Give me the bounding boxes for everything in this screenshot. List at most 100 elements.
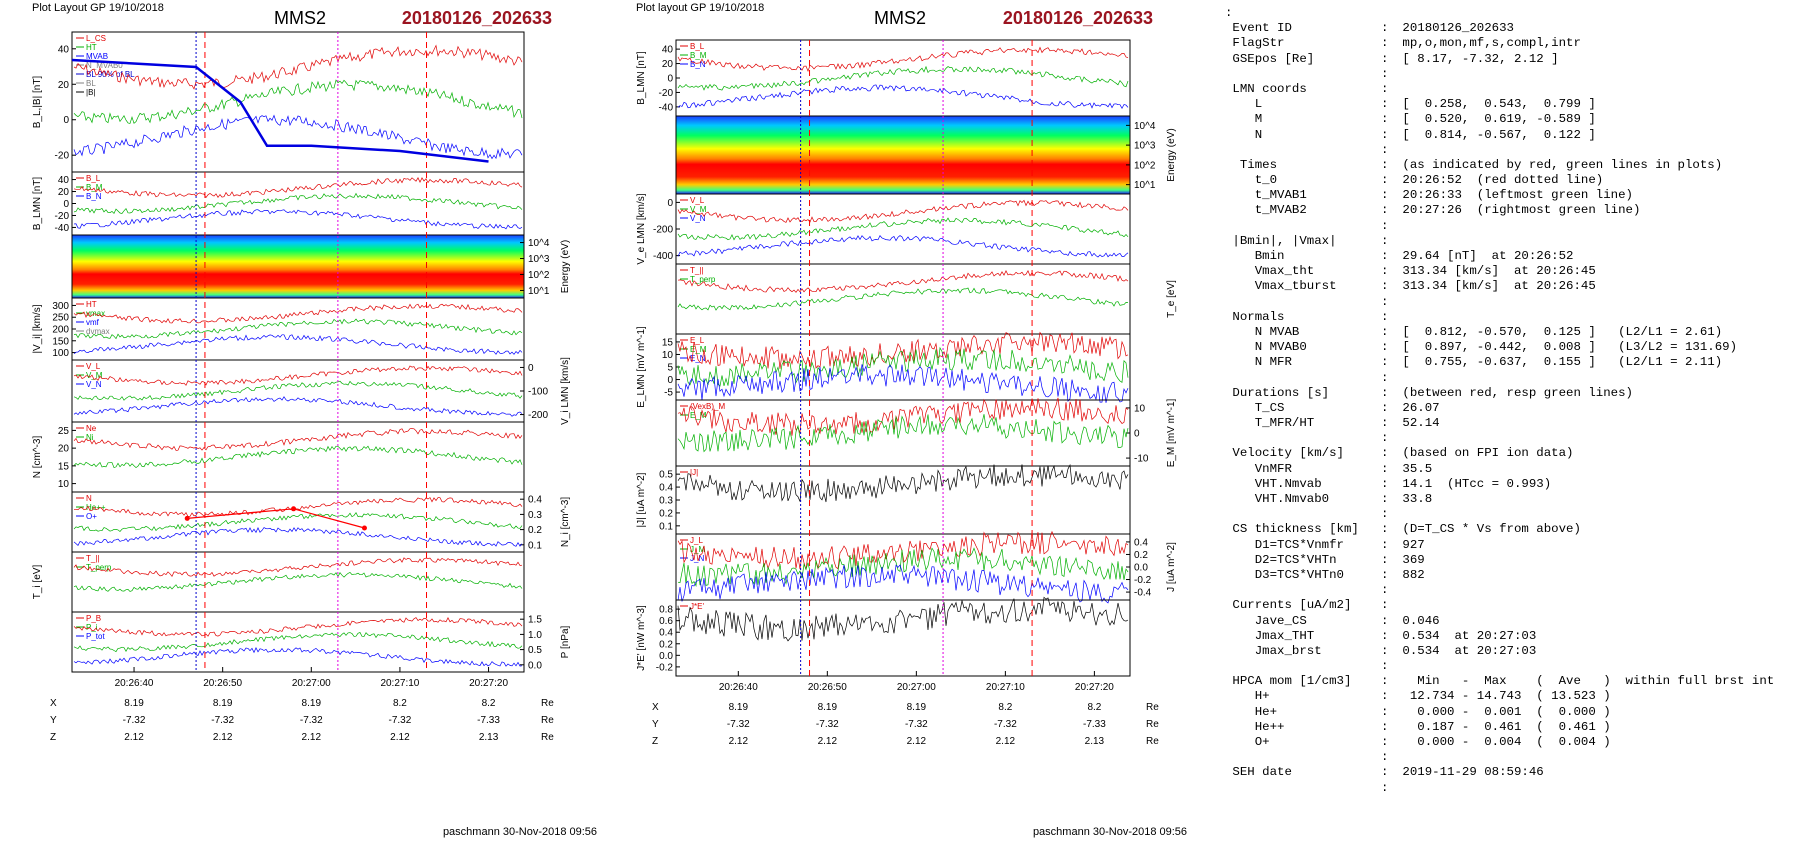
left-trace bbox=[73, 380, 523, 401]
left-panel-frame-7 bbox=[71, 551, 525, 613]
left-panel-frame-1 bbox=[71, 171, 525, 236]
right-ytick-label: -40 bbox=[659, 102, 674, 113]
left-pos-value: 8.19 bbox=[302, 698, 322, 709]
right-panel-0: 40 20 0 -20 -40 B_LMN [nT] B_LB_MB_N bbox=[636, 39, 1131, 117]
right-ytick-label: -10 bbox=[1134, 454, 1149, 465]
right-legend-entry: (VexB)_M bbox=[690, 402, 725, 411]
info-row: N: [ 0.814, -0.567, 0.122 ] bbox=[1225, 128, 1774, 143]
info-key: T_CS bbox=[1225, 400, 1285, 415]
info-key: Durations [s] bbox=[1225, 385, 1330, 400]
info-key: N MVAB bbox=[1225, 324, 1300, 339]
right-panel-7: 0.4 0.2 0.0-0.2 -0.4 J [uA m^-2] J_LJ_MJ_N bbox=[675, 530, 1177, 604]
left-ytick-label: 1.5 bbox=[528, 615, 542, 626]
info-row: N MVAB: [ 0.812, -0.570, 0.125 ] (L2/L1 … bbox=[1225, 325, 1774, 340]
left-trace bbox=[73, 632, 523, 653]
left-xtick-label: 20:27:20 bbox=[469, 678, 508, 689]
info-value: (based on FPI ion data) bbox=[1395, 446, 1574, 461]
info-value: 20:26:33 (leftmost green line) bbox=[1395, 188, 1633, 203]
info-value: [ 0.812, -0.570, 0.125 ] (L2/L1 = 2.61) bbox=[1395, 324, 1723, 339]
info-value: 0.000 - 0.004 ( 0.004 ) bbox=[1395, 735, 1611, 749]
right-ytick-label: 0.5 bbox=[659, 470, 673, 481]
info-key: Vmax_tburst bbox=[1225, 279, 1337, 294]
info-colon: : bbox=[1381, 552, 1389, 567]
info-colon: : bbox=[1381, 765, 1389, 780]
info-key: SEH date bbox=[1225, 765, 1292, 780]
right-legend-entry: V_N bbox=[690, 214, 706, 223]
info-key: |Bmin|, |Vmax| bbox=[1225, 233, 1337, 248]
right-ylabel: Energy (eV) bbox=[1166, 128, 1177, 181]
info-key: t_0 bbox=[1225, 173, 1278, 188]
info-colon: : bbox=[1381, 309, 1389, 324]
right-ylabel: J [uA m^-2] bbox=[1166, 542, 1177, 592]
info-key: T_MFR/HT bbox=[1225, 416, 1315, 431]
right-ytick-label: 10 bbox=[1134, 403, 1146, 414]
right-ytick-label: 0.4 bbox=[659, 483, 673, 494]
right-ytick-label: 0 bbox=[1134, 429, 1140, 440]
right-ytick-label: 0.2 bbox=[659, 508, 673, 519]
info-value: 20:27:26 (rightmost green line) bbox=[1395, 203, 1641, 218]
right-pos-value: 8.2 bbox=[998, 702, 1012, 713]
info-colon: : bbox=[1381, 249, 1389, 263]
info-value: 0.534 at 20:27:03 bbox=[1395, 643, 1537, 658]
info-value: [ 0.755, -0.637, 0.155 ] (L2/L1 = 2.11) bbox=[1395, 355, 1723, 370]
left-legend-entry: vmax bbox=[86, 309, 105, 318]
left-ytick-label: 0.1 bbox=[528, 540, 542, 551]
info-value: 313.34 [km/s] at 20:26:45 bbox=[1395, 279, 1596, 294]
info-row: : bbox=[1225, 371, 1774, 386]
left-legend-entry: Ni bbox=[86, 433, 94, 442]
info-row: Velocity [km/s]: (based on FPI ion data) bbox=[1225, 446, 1774, 461]
info-colon: : bbox=[1381, 643, 1389, 658]
right-legend-entry: V_M bbox=[690, 205, 707, 214]
right-panel-frame-4 bbox=[675, 333, 1131, 401]
left-legend-entry: HT bbox=[86, 300, 97, 309]
left-panel-6: 0.4 0.3 0.2 0.1 N_i [cm^-3] NHe++O+ bbox=[71, 491, 571, 553]
right-ytick-label: 40 bbox=[662, 45, 674, 56]
right-ylabel: T_e [eV] bbox=[1166, 280, 1177, 318]
right-pos-value: -7.32 bbox=[905, 719, 928, 730]
left-ytick-label: -20 bbox=[55, 151, 70, 162]
info-colon: : bbox=[1381, 750, 1389, 765]
info-colon: : bbox=[1381, 735, 1389, 749]
info-row: L: [ 0.258, 0.543, 0.799 ] bbox=[1225, 97, 1774, 112]
info-colon: : bbox=[1381, 537, 1389, 552]
left-pos-value: 2.12 bbox=[302, 732, 322, 743]
info-key bbox=[1225, 750, 1381, 765]
info-key bbox=[1225, 583, 1381, 598]
right-trace bbox=[677, 234, 1129, 258]
left-legend-entry: B_M bbox=[86, 183, 103, 192]
left-panel-8: 1.5 1.0 0.5 0.0 P [nPa] P_BP_iP_tot bbox=[71, 611, 571, 673]
info-key bbox=[1225, 659, 1381, 674]
left-ytick-label: 0.3 bbox=[528, 510, 542, 521]
right-legend-entry: B_M bbox=[690, 51, 707, 60]
right-trace bbox=[677, 199, 1129, 223]
info-row: Jave_CS: 0.046 bbox=[1225, 614, 1774, 629]
left-trace bbox=[73, 114, 523, 160]
info-row: CS thickness [km]: (D=T_CS * Vs from abo… bbox=[1225, 522, 1774, 537]
right-pos-value: 2.12 bbox=[729, 736, 749, 747]
left-ylabel: T_i [eV] bbox=[32, 565, 43, 600]
right-pos-value: 2.12 bbox=[996, 736, 1016, 747]
info-key bbox=[1225, 781, 1381, 796]
right-pos-value: 8.19 bbox=[818, 702, 838, 713]
info-row: D2=TCS*VHTn: 369 bbox=[1225, 553, 1774, 568]
right-ylabel: J*E' [nW m^-3] bbox=[636, 605, 647, 671]
info-colon: : bbox=[1381, 461, 1389, 476]
info-value: 882 bbox=[1395, 567, 1425, 582]
info-key: HPCA mom [1/cm3] bbox=[1225, 674, 1352, 689]
left-trace bbox=[73, 557, 523, 577]
right-trace bbox=[677, 269, 1129, 293]
info-value: 12.734 - 14.743 ( 13.523 ) bbox=[1395, 689, 1611, 704]
left-legend-entry: N_MVAB0 bbox=[86, 61, 123, 70]
info-colon: : bbox=[1381, 36, 1389, 51]
info-colon: : bbox=[1381, 127, 1389, 142]
left-ytick-label: 250 bbox=[52, 313, 69, 324]
info-key: Jmax_THT bbox=[1225, 628, 1315, 643]
info-colon: : bbox=[1381, 264, 1389, 279]
info-colon: : bbox=[1381, 218, 1389, 233]
info-row: Times: (as indicated by red, green lines… bbox=[1225, 158, 1774, 173]
info-key: Currents [uA/m2] bbox=[1225, 598, 1352, 613]
right-ytick-label: 0.3 bbox=[659, 496, 673, 507]
right-ytick-label: 0.2 bbox=[659, 639, 673, 650]
right-trace bbox=[677, 84, 1129, 110]
